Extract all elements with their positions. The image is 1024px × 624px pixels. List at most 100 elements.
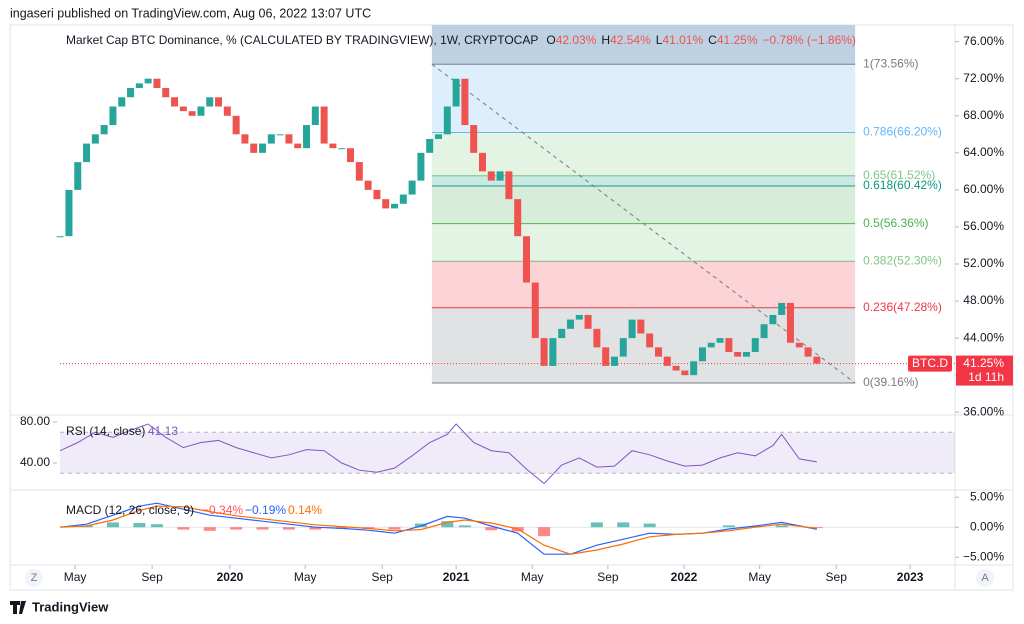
ohlc-key: C (708, 33, 717, 47)
x-tick-label: 2023 (897, 570, 924, 584)
y-tick-label: 44.00% (963, 330, 1004, 344)
macd-histogram (538, 527, 551, 537)
candle (435, 134, 443, 139)
macd-histogram (309, 527, 322, 530)
candle (531, 282, 539, 339)
candle (408, 180, 416, 195)
candle (584, 314, 592, 329)
candle (522, 236, 530, 283)
x-tick-label: Sep (826, 570, 848, 584)
fib-label: 0.236(47.28%) (863, 300, 942, 314)
fib-band (431, 186, 856, 224)
candle (725, 338, 733, 353)
candle (575, 314, 583, 320)
candle (100, 125, 108, 135)
macd-histogram (810, 527, 823, 529)
candle (593, 328, 601, 348)
fib-band (431, 223, 856, 262)
candle (470, 125, 478, 153)
macd-histogram (133, 523, 146, 528)
macd-histogram (282, 527, 295, 530)
symbol-tag (908, 355, 952, 372)
zoom-button[interactable] (25, 569, 43, 587)
y-tick-label: 48.00% (963, 293, 1004, 307)
fib-label: 0.382(52.30%) (863, 253, 942, 267)
candle (707, 342, 715, 348)
candle (628, 319, 636, 339)
macd-histogram (485, 527, 498, 531)
brand-logo (10, 601, 26, 614)
candle (514, 199, 522, 237)
candle (619, 338, 627, 357)
macd-value: −0.19% (245, 503, 286, 517)
candle (223, 106, 231, 116)
candle (452, 78, 460, 107)
candle (778, 302, 786, 315)
rsi-value: 41.13 (148, 424, 178, 438)
macd-histogram (617, 522, 630, 528)
candle (250, 143, 258, 153)
fib-trend (431, 63, 856, 384)
candle (294, 143, 302, 149)
candle (487, 171, 495, 181)
y-tick-label: 80.00 (20, 414, 50, 428)
candle (311, 106, 319, 126)
legend: Market Cap BTC Dominance, % (CALCULATED … (66, 33, 856, 47)
fib-label: 0.65(61.52%) (863, 168, 935, 182)
plot-layer: May Sep 2020 May Sep 2021 May Sep 2022 May Sep 2023… (20, 25, 1013, 584)
macd-line (60, 505, 817, 555)
candle (83, 143, 91, 163)
auto-label: A (981, 572, 989, 584)
x-tick-label: May (521, 570, 544, 584)
candle (285, 134, 293, 144)
candle (259, 143, 267, 153)
ohlc-key: L (656, 33, 663, 47)
y-tick-label: 40.00 (20, 455, 50, 469)
candle (162, 87, 170, 98)
candle (795, 342, 803, 348)
candle (813, 356, 821, 364)
fib-label: 1(73.56%) (863, 56, 918, 70)
ohlc-value: 41.25% (717, 33, 758, 47)
candle (496, 171, 504, 181)
candle (91, 134, 99, 144)
ohlc-key: O (546, 33, 555, 47)
macd-histogram (388, 527, 401, 530)
candle (74, 162, 82, 190)
macd-histogram (441, 521, 454, 528)
candle (65, 189, 73, 237)
price-tag-label: 41.25% (963, 356, 1004, 370)
candle (654, 347, 662, 357)
candle (171, 97, 179, 107)
candle (760, 324, 768, 339)
candle (716, 338, 724, 343)
candle (690, 361, 698, 376)
rsi-title: RSI (14, close) (66, 424, 145, 438)
candle (479, 152, 486, 172)
candle (646, 333, 654, 348)
candle (382, 199, 390, 209)
y-tick-label: 72.00% (963, 71, 1004, 85)
candle (118, 97, 126, 107)
y-tick-label: 76.00% (963, 34, 1004, 48)
x-tick-label: May (748, 570, 771, 584)
candle (566, 319, 574, 329)
candle (769, 314, 777, 325)
candle (672, 365, 680, 371)
auto-button[interactable] (976, 569, 994, 587)
candle (338, 148, 346, 150)
candle (241, 134, 249, 144)
x-tick-label: Sep (141, 570, 163, 584)
symbol-tag-label: BTC.D (912, 356, 948, 370)
macd-histogram (775, 525, 788, 528)
candle (303, 125, 311, 149)
candle (127, 87, 135, 98)
candle (505, 171, 513, 200)
legend-change: −0.78% (−1.86%) (763, 33, 856, 47)
candle (663, 356, 671, 366)
candle (276, 134, 284, 136)
candle (232, 115, 240, 135)
candle (426, 138, 434, 153)
macd-histogram (458, 525, 471, 528)
